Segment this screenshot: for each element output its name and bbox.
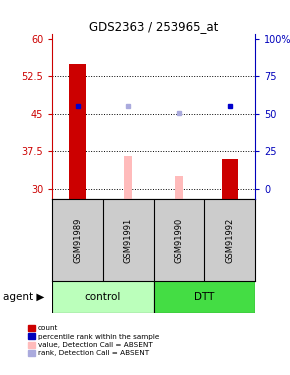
Text: GSM91991: GSM91991 [124,217,133,262]
Text: agent ▶: agent ▶ [3,292,44,302]
Title: GDS2363 / 253965_at: GDS2363 / 253965_at [89,20,218,33]
FancyBboxPatch shape [52,281,154,313]
Text: GSM91992: GSM91992 [225,217,234,262]
Bar [70,64,86,199]
Bar [175,176,183,199]
Bar [222,159,238,199]
Text: GSM91989: GSM91989 [73,217,82,262]
Text: DTT: DTT [194,292,215,302]
Legend: count, percentile rank within the sample, value, Detection Call = ABSENT, rank, : count, percentile rank within the sample… [27,324,160,357]
Text: control: control [85,292,121,302]
Text: GSM91990: GSM91990 [175,217,184,262]
Bar [124,156,132,199]
FancyBboxPatch shape [154,281,255,313]
